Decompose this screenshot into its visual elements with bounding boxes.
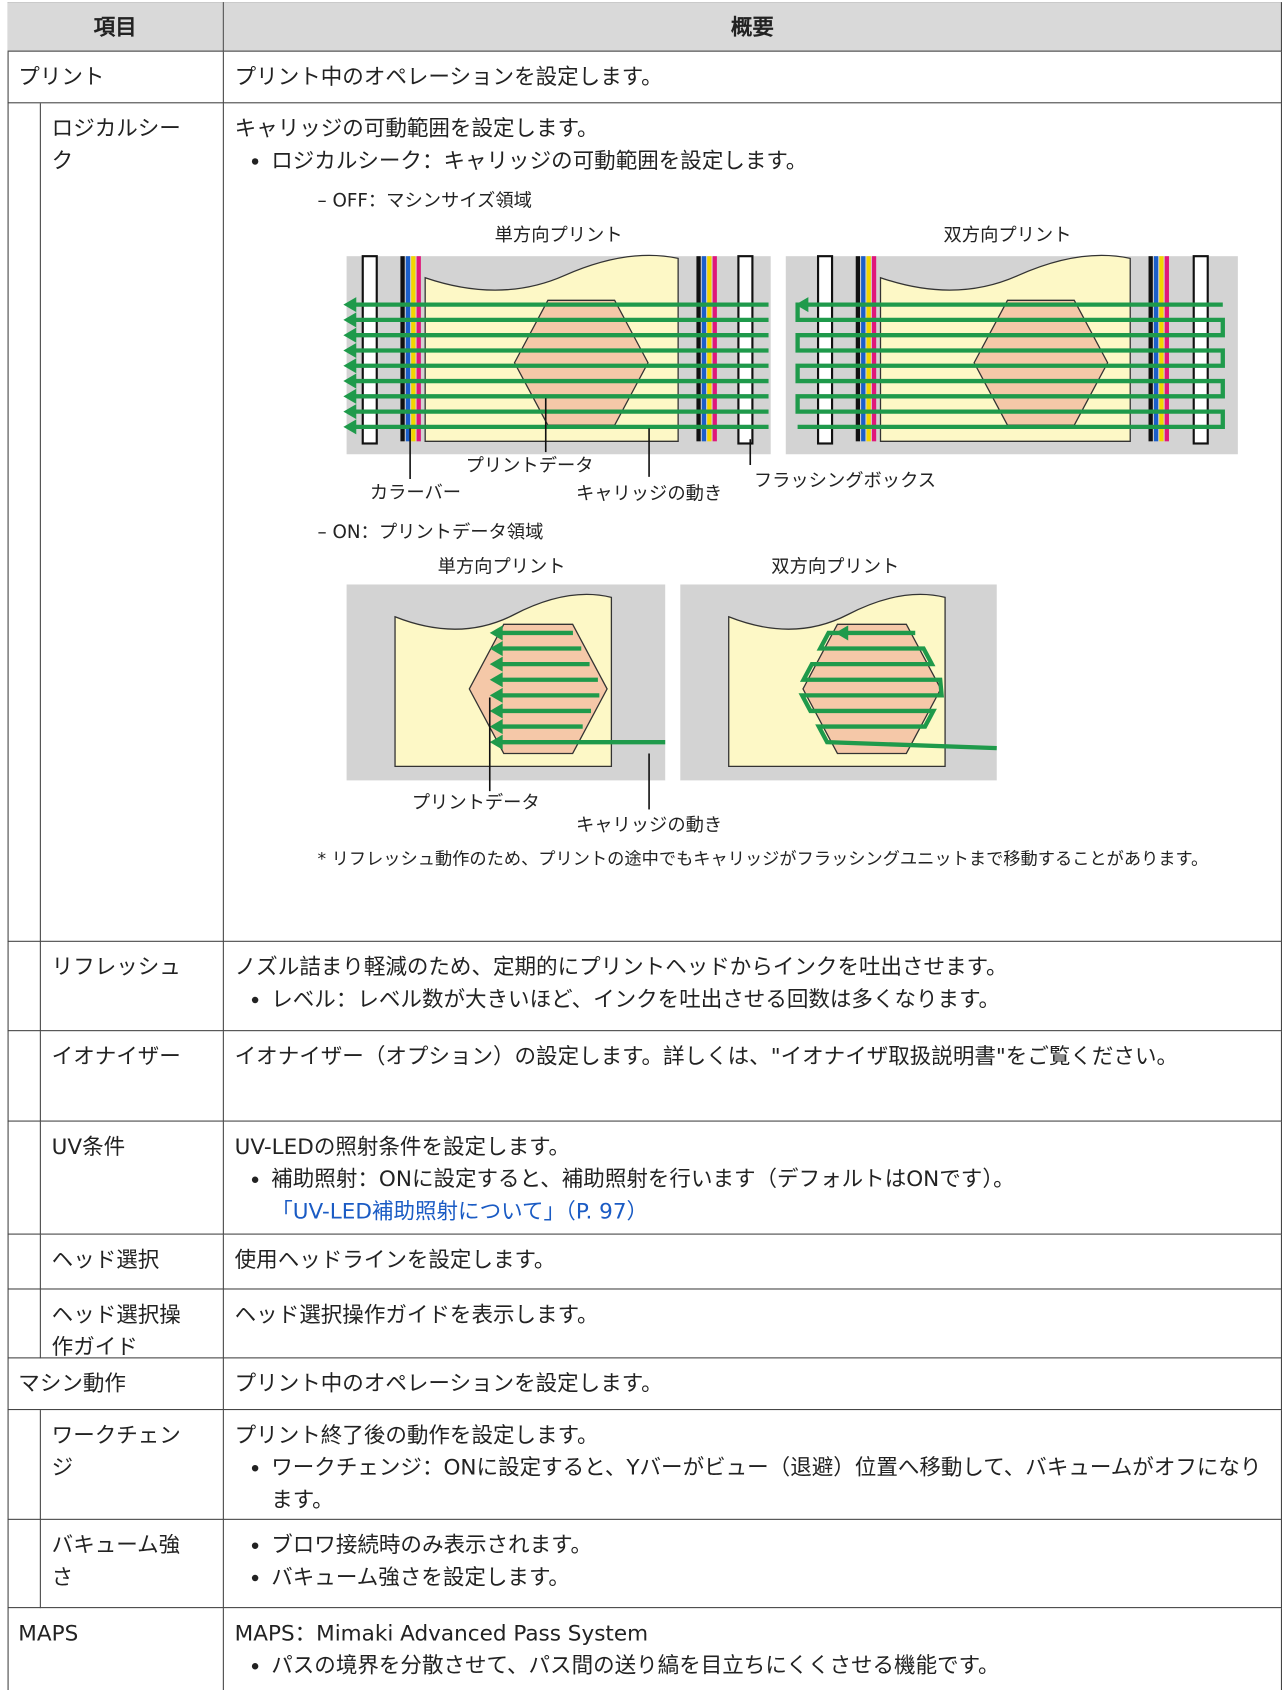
text: UV-LEDの照射条件を設定します。 <box>234 1133 571 1160</box>
indent <box>7 1289 41 1359</box>
description: ブロワ接続時のみ表示されます。 バキューム強さを設定します。 <box>223 1519 1282 1609</box>
bullet-item: レベル：レベル数が大きいほど、インクを吐出させる回数は多くなります。 <box>235 983 1270 1015</box>
carriage-path <box>798 630 997 751</box>
print-data <box>468 623 608 755</box>
arrow-head <box>489 687 503 703</box>
arrow-head <box>489 656 503 672</box>
text: キャリッジの可動範囲を設定します。 <box>234 115 599 142</box>
arrow-head <box>343 419 357 435</box>
carriage-path <box>795 302 1225 430</box>
text: MAPS：Mimaki Advanced Pass System <box>234 1619 649 1646</box>
indent <box>7 941 41 1032</box>
arrow-head <box>795 297 809 313</box>
arrow-head <box>343 404 357 420</box>
text: プリント中のオペレーションを設定します。 <box>234 63 663 90</box>
text: 使用ヘッドラインを設定します。 <box>234 1246 556 1273</box>
arrow-head <box>489 640 503 657</box>
item: リフレッシュ <box>40 941 224 1032</box>
description: ノズル詰まり軽減のため、定期的にプリントヘッドからインクを吐出させます。レベル：… <box>223 941 1282 1032</box>
indent <box>7 1410 41 1520</box>
header-cell: 項目 <box>7 2 224 52</box>
description: プリント中のオペレーションを設定します。 <box>223 51 1282 104</box>
callout: プリントデータ <box>466 455 594 476</box>
item: ヘッド選択操作ガイド <box>40 1289 224 1359</box>
panel-title: 双方向プリント <box>944 225 1072 246</box>
item: プリント <box>7 51 224 104</box>
arrow-head <box>835 625 849 641</box>
indent <box>7 1121 41 1235</box>
arrow-head <box>489 625 503 641</box>
bullet-item: ロジカルシーク：キャリッジの可動範囲を設定します。 <box>235 144 1270 176</box>
header-cell: 概要 <box>223 2 1282 52</box>
panel-title: 単方向プリント <box>438 557 566 578</box>
arrow-head <box>343 312 357 328</box>
note: * リフレッシュ動作のため、プリントの途中でもキャリッジがフラッシングユニットま… <box>317 848 1209 869</box>
description: キャリッジの可動範囲を設定します。 ロジカルシーク：キャリッジの可動範囲を設定しま… <box>223 103 1282 942</box>
description: プリント中のオペレーションを設定します。 <box>223 1358 1282 1411</box>
link-line: 「UV-LED補助照射について」（P. 97） <box>235 1195 1270 1227</box>
indent <box>7 103 41 942</box>
arrow-head <box>343 388 357 404</box>
link[interactable]: 「UV-LED補助照射について」（P. 97） <box>271 1198 649 1224</box>
description: プリント終了後の動作を設定します。ワークチェンジ：ONに設定すると、Yバーがビュ… <box>223 1410 1282 1520</box>
arrow-head <box>343 373 357 389</box>
callout: フラッシングボックス <box>754 471 936 492</box>
callout: キャリッジの動き <box>576 815 722 836</box>
text: ノズル詰まり軽減のため、定期的にプリントヘッドからインクを吐出させます。 <box>234 953 1008 980</box>
indent <box>7 1031 41 1122</box>
arrow-head <box>343 358 357 374</box>
item: バキューム強さ <box>40 1519 224 1609</box>
arrow-head <box>489 734 503 750</box>
arrow-head <box>343 327 357 343</box>
callout: カラーバー <box>370 482 461 503</box>
bullet-item: ブロワ接続時のみ表示されます。 <box>235 1528 1270 1560</box>
indent <box>7 1234 41 1290</box>
description: UV-LEDの照射条件を設定します。補助照射：ONに設定すると、補助照射を行いま… <box>223 1121 1282 1235</box>
text: プリント中のオペレーションを設定します。 <box>234 1370 663 1397</box>
item: ワークチェンジ <box>40 1410 224 1520</box>
callout: プリントデータ <box>412 792 540 813</box>
section-label: – ON：プリントデータ領域 <box>318 522 544 543</box>
text: プリント終了後の動作を設定します。 <box>234 1421 599 1448</box>
text: ヘッド選択操作ガイドを表示します。 <box>234 1301 599 1328</box>
item: マシン動作 <box>7 1358 224 1411</box>
item: ヘッド選択 <box>40 1234 224 1290</box>
panel-title: 単方向プリント <box>495 225 623 246</box>
description: 使用ヘッドラインを設定します。 <box>223 1234 1282 1290</box>
arrow-head <box>343 342 357 359</box>
bullet-item: 補助照射：ONに設定すると、補助照射を行います（デフォルトはONです）。 <box>235 1163 1270 1195</box>
item: イオナイザー <box>40 1031 224 1122</box>
bullet-item: パスの境界を分散させて、パス間の送り縞を目立ちにくくさせる機能です。 <box>235 1649 1270 1681</box>
panel-title: 双方向プリント <box>771 557 899 578</box>
arrow-head <box>343 297 357 313</box>
description: イオナイザー（オプション）の設定します。詳しくは、"イオナイザ取扱説明書"をご覧… <box>223 1031 1282 1122</box>
section-label: – OFF：マシンサイズ領域 <box>318 191 532 212</box>
table-frame <box>7 2 9 1690</box>
text: イオナイザー（オプション）の設定します。詳しくは、"イオナイザ取扱説明書"をご覧… <box>234 1043 1179 1069</box>
indent <box>7 1519 41 1609</box>
arrow-head <box>489 719 503 735</box>
item: MAPS <box>8 1608 224 1690</box>
description: ヘッド選択操作ガイドを表示します。 <box>223 1289 1282 1359</box>
bullet-item: ワークチェンジ：ONに設定すると、Yバーがビュー（退避）位置へ移動して、バキュー… <box>235 1451 1270 1516</box>
arrow-head <box>489 703 503 719</box>
callout: キャリッジの動き <box>576 483 722 504</box>
description: MAPS：Mimaki Advanced Pass System パスの境界を分散… <box>224 1608 1282 1690</box>
item: UV条件 <box>40 1121 224 1235</box>
item: ロジカルシーク <box>40 103 224 942</box>
arrow-head <box>489 672 503 688</box>
bullet-item: バキューム強さを設定します。 <box>235 1561 1270 1593</box>
